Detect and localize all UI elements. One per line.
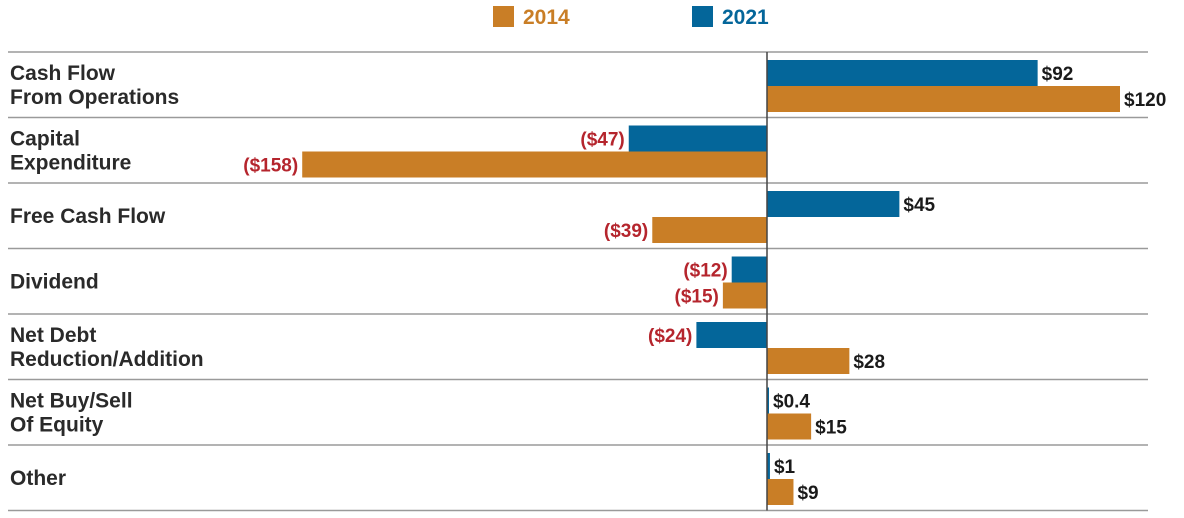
bar-2021-2: [767, 191, 900, 217]
bar-2021-5: [767, 387, 769, 414]
legend-swatch-2014: [493, 6, 514, 27]
value-labels: $92 ($47) $45 ($12) ($24) $0.4 $1 $120 ($158) ($3…: [243, 64, 1166, 504]
bar-2014-3: [722, 282, 767, 309]
value-label-2021-0: $92: [1042, 64, 1074, 85]
legend-label-2014: 2014: [523, 6, 570, 29]
category-labels: Cash Flow From Operations Capital Expenditu…: [10, 62, 204, 490]
category-label: Capital Expenditure: [10, 127, 131, 174]
value-label-2014-2: ($39): [604, 221, 648, 242]
value-label-2021-5: $0.4: [773, 392, 810, 413]
chart-legend: 2014 2021: [493, 6, 769, 29]
bar-2021-4: [696, 322, 767, 348]
value-label-2021-1: ($47): [580, 130, 624, 151]
value-label-2014-5: $15: [815, 418, 847, 439]
value-label-2021-4: ($24): [648, 326, 692, 347]
value-label-2021-3: ($12): [683, 261, 727, 282]
value-label-2014-4: $28: [853, 352, 885, 373]
value-label-2014-6: $9: [797, 483, 818, 504]
bar-2021-0: [767, 60, 1038, 86]
value-label-2014-0: $120: [1124, 90, 1166, 111]
legend-swatch-2021: [692, 6, 713, 27]
value-label-2021-2: $45: [903, 195, 935, 216]
category-label: Free Cash Flow: [10, 205, 166, 228]
bar-2014-0: [767, 86, 1120, 112]
bar-2021-3: [731, 256, 767, 283]
legend-label-2021: 2021: [722, 6, 769, 29]
category-label: Other: [10, 467, 66, 490]
bar-2014-2: [652, 217, 767, 243]
category-label: Net Buy/Sell Of Equity: [10, 389, 133, 436]
category-label: Net Debt Reduction/Addition: [10, 324, 204, 371]
value-label-2014-1: ($158): [243, 156, 298, 177]
bar-2014-4: [767, 348, 850, 374]
bar-2014-1: [302, 151, 767, 178]
bar-2021-1: [628, 125, 767, 152]
value-label-2014-3: ($15): [675, 287, 719, 308]
bar-2021-6: [767, 453, 770, 479]
row-dividers: [8, 51, 1148, 512]
bar-2014-6: [767, 479, 794, 505]
category-label: Cash Flow From Operations: [10, 62, 179, 109]
value-label-2021-6: $1: [774, 457, 796, 478]
bar-2014-5: [767, 413, 812, 440]
bars: [302, 60, 1120, 505]
category-label: Dividend: [10, 270, 99, 293]
